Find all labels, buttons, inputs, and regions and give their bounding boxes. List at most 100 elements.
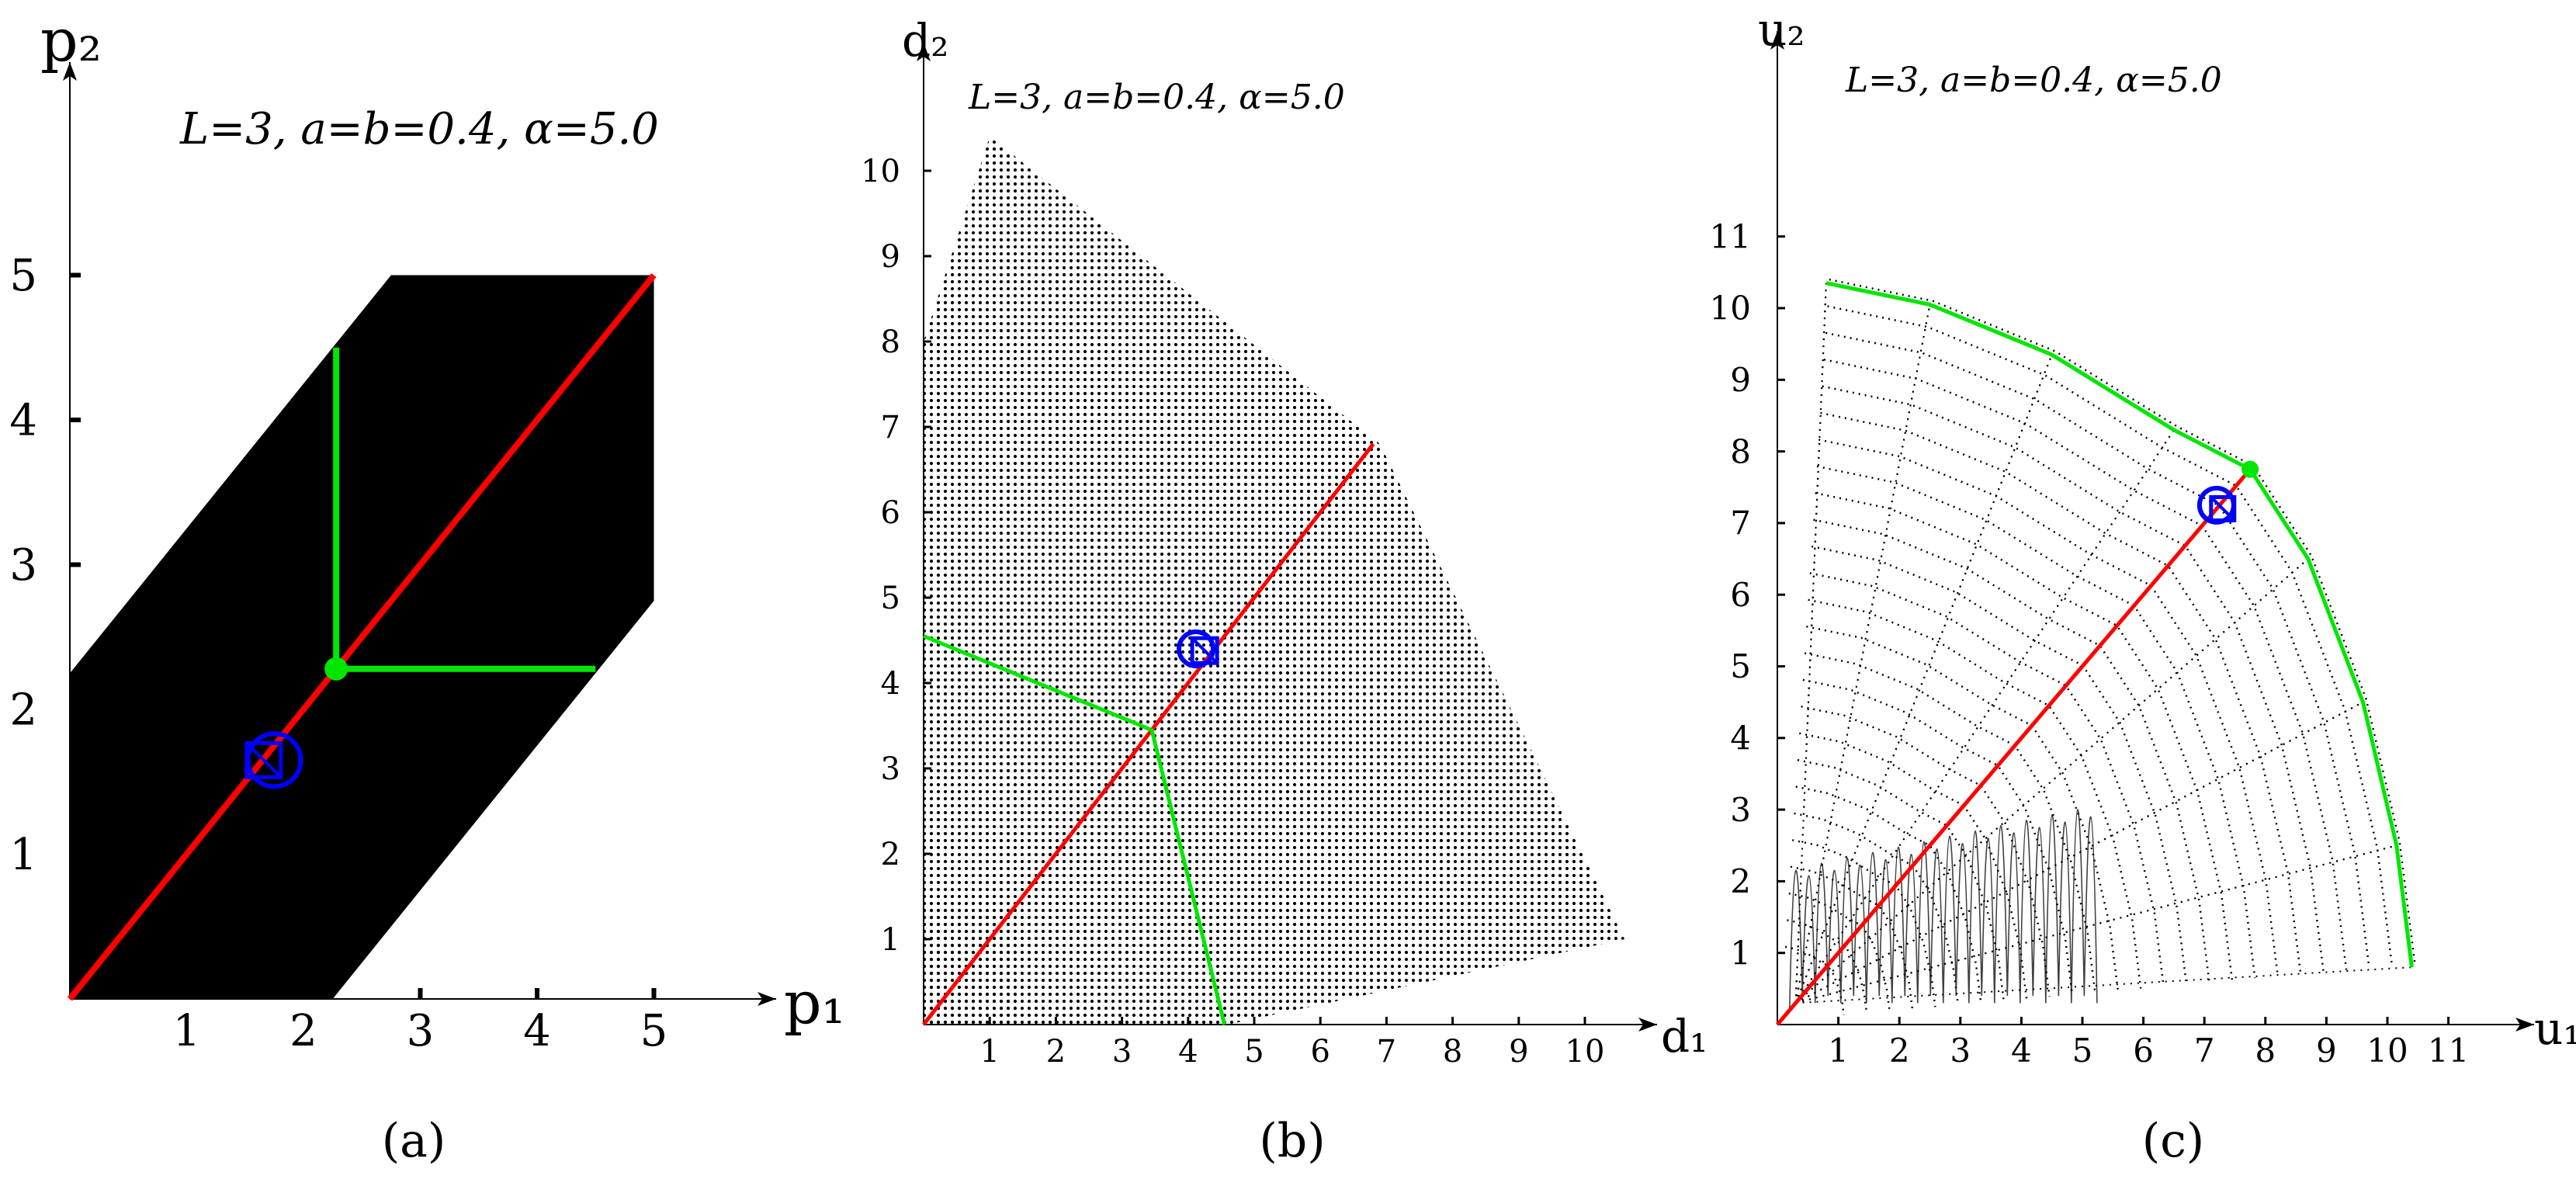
y-tick-label: 7 xyxy=(881,410,900,446)
mesh-ray xyxy=(1795,844,2397,1004)
mesh-ray xyxy=(1794,558,2309,1004)
y-tick-label: 4 xyxy=(1730,720,1751,758)
mesh-curve xyxy=(1801,706,2051,997)
panel-a-annotation: L=3, a=b=0.4, α=5.0 xyxy=(179,104,659,154)
x-axis-arrow xyxy=(2515,1018,2534,1032)
y-tick-label: 1 xyxy=(1730,934,1751,972)
x-tick-label: 6 xyxy=(1310,1034,1330,1070)
plot-area xyxy=(1784,278,2416,1016)
y-tick-label: 3 xyxy=(881,751,900,787)
x-tick-label: 4 xyxy=(523,1006,551,1056)
x-tick-label: 8 xyxy=(1443,1034,1462,1070)
red-diagonal-line xyxy=(67,272,657,1001)
x-tick-label: 11 xyxy=(2428,1032,2469,1070)
mesh-waves xyxy=(1788,809,2098,1011)
blue-square-cross xyxy=(2210,496,2236,522)
panel-c-annotation: L=3, a=b=0.4, α=5.0 xyxy=(1845,61,2222,100)
x-tick-label: 9 xyxy=(2316,1032,2337,1070)
mesh-curve xyxy=(1827,305,2394,966)
mesh-ray xyxy=(1794,354,2053,1004)
y-tick-label: 7 xyxy=(1730,505,1751,543)
blue-square-cross xyxy=(1191,636,1219,664)
y-tick-label: 2 xyxy=(9,685,37,736)
y-tick-label: 6 xyxy=(881,495,900,531)
red-diagonal-line xyxy=(922,442,1375,1026)
x-axis-arrow xyxy=(1638,1018,1657,1032)
x-tick-label: 10 xyxy=(1565,1034,1605,1070)
y-tick-label: 10 xyxy=(861,154,900,189)
x-axis-arrow xyxy=(758,992,776,1006)
x-tick-label: 2 xyxy=(1046,1034,1066,1070)
x-tick-label: 2 xyxy=(289,1006,317,1056)
y-tick-label: 11 xyxy=(1710,217,1751,255)
y-tick-label: 5 xyxy=(1730,647,1751,685)
y-tick-label: 2 xyxy=(881,837,900,872)
mesh-ray xyxy=(1794,354,2053,1004)
x-tick-label: 7 xyxy=(1377,1034,1396,1070)
y-axis-arrow xyxy=(63,62,77,81)
panel-a-x-axis-label: p₁ xyxy=(784,968,845,1037)
panel-a-y-axis-label: p₂ xyxy=(40,5,102,75)
blue-square-marker xyxy=(244,740,283,779)
blue-circle-marker xyxy=(1177,629,1216,668)
y-axis-arrow xyxy=(1770,31,1784,50)
x-tick-label: 1 xyxy=(173,1006,201,1056)
panel-b-x-axis-label: d₁ xyxy=(1661,1010,1708,1063)
y-axis-arrow xyxy=(917,43,931,61)
x-tick-label: 9 xyxy=(1509,1034,1528,1070)
panel-b-y-axis-label: d₂ xyxy=(902,14,948,67)
panel-c-y-axis-label: u₂ xyxy=(1758,3,1805,56)
x-tick-label: 2 xyxy=(1889,1032,1910,1070)
y-tick-label: 8 xyxy=(1730,432,1751,470)
mesh-curve xyxy=(1790,865,1914,1010)
panel-a: L=3, a=b=0.4, α=5.0 p₂ p₁ (a) 1 2 3 4 5 1 2 3 4 5 xyxy=(9,5,845,1168)
mesh-curve xyxy=(1818,439,2280,976)
y-tick-label: 5 xyxy=(9,251,37,301)
mesh-ray xyxy=(1795,966,2412,1004)
mesh-curve xyxy=(1816,465,2256,979)
y-tick-label: 2 xyxy=(1730,862,1751,900)
mesh-ray xyxy=(1794,558,2309,1004)
panel-c-caption: (c) xyxy=(2142,1114,2204,1168)
x-tick-label: 5 xyxy=(640,1006,668,1056)
x-tick-label: 1 xyxy=(979,1034,999,1070)
green-boundary-line xyxy=(923,634,1227,1025)
y-tick-label: 4 xyxy=(881,666,900,702)
x-tick-label: 5 xyxy=(2072,1032,2093,1070)
x-tick-label: 4 xyxy=(1178,1034,1198,1070)
mesh-ray xyxy=(1794,354,2053,1004)
utility-mesh xyxy=(1784,278,2416,1016)
y-tick-label: 1 xyxy=(881,922,900,958)
y-tick-label: 9 xyxy=(881,239,900,275)
x-tick-label: 7 xyxy=(2194,1032,2215,1070)
blue-square-marker xyxy=(1190,636,1219,665)
panel-c-x-axis-label: u₁ xyxy=(2534,1002,2576,1055)
x-tick-label: 3 xyxy=(407,1006,435,1056)
y-tick-label: 3 xyxy=(9,540,37,591)
y-tick-label: 6 xyxy=(1730,576,1751,614)
x-tick-label: 1 xyxy=(1828,1032,1849,1070)
red-diagonal-line xyxy=(1776,468,2252,1026)
y-tick-label: 3 xyxy=(1730,791,1751,829)
x-tick-label: 10 xyxy=(2366,1032,2408,1070)
blue-circle-marker xyxy=(2196,485,2236,525)
green-dot-marker xyxy=(324,657,348,681)
y-tick-label: 5 xyxy=(881,581,900,616)
panel-a-caption: (a) xyxy=(382,1114,446,1168)
y-tick-label: 1 xyxy=(9,830,37,880)
y-tick-label: 10 xyxy=(1710,290,1751,328)
x-tick-label: 4 xyxy=(2011,1032,2032,1070)
mesh-curve xyxy=(1788,892,1891,1011)
blue-square-cross xyxy=(245,741,283,779)
mesh-ray xyxy=(1794,354,2053,1004)
mesh-ray xyxy=(1794,283,1827,1004)
panel-b-annotation: L=3, a=b=0.4, α=5.0 xyxy=(968,78,1345,117)
x-tick-label: 5 xyxy=(1244,1034,1264,1070)
x-tick-label: 3 xyxy=(1112,1034,1132,1070)
y-tick-label: 4 xyxy=(9,396,37,446)
x-tick-label: 8 xyxy=(2255,1032,2276,1070)
mesh-ray xyxy=(1794,558,2309,1004)
blue-square-marker xyxy=(2209,494,2237,522)
